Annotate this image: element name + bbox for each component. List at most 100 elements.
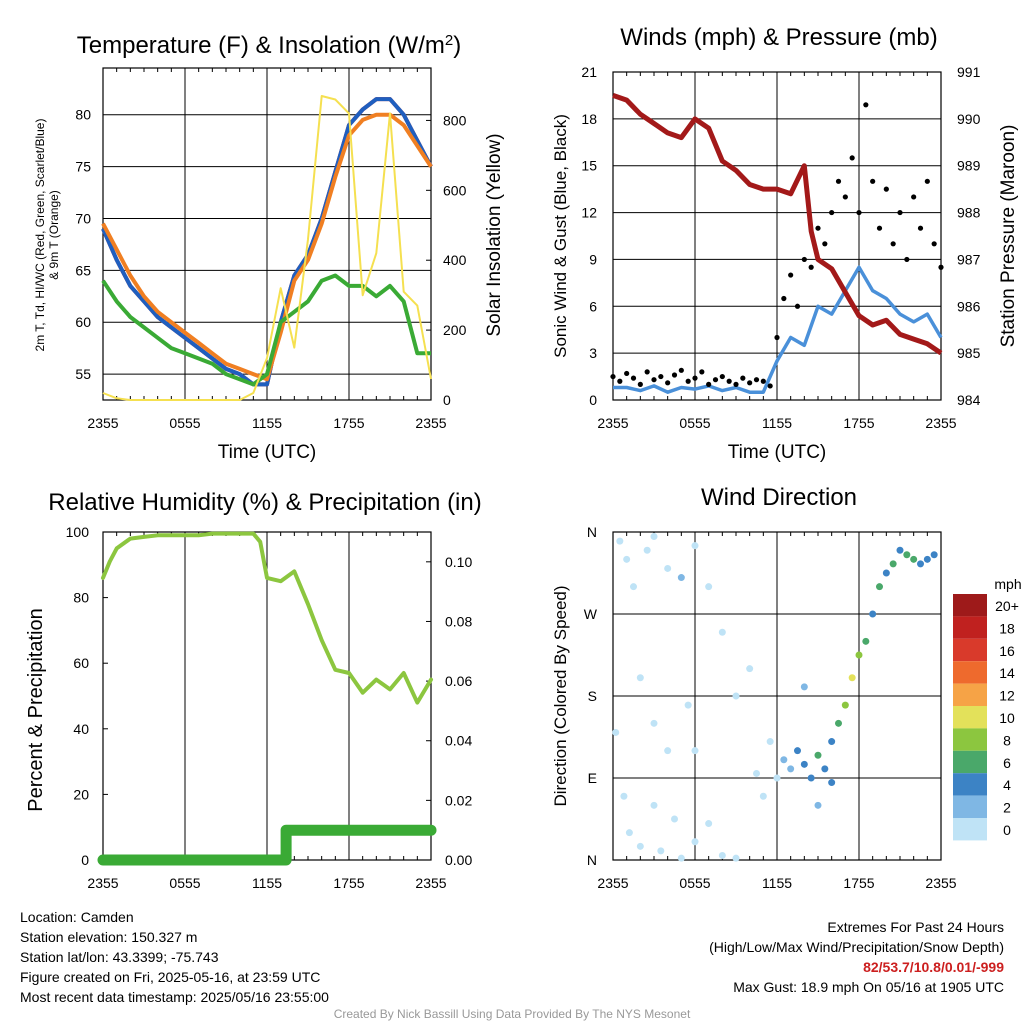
direction-point [889, 560, 897, 568]
direction-point [800, 760, 808, 768]
direction-point [636, 674, 644, 682]
y-tick-label: 40 [73, 721, 89, 737]
gust-point [712, 377, 719, 383]
direction-point [794, 747, 801, 755]
y-tick-label: N [587, 852, 597, 868]
y-tick-label: 75 [75, 159, 91, 175]
series-line [613, 265, 943, 394]
extremes-panel: Extremes For Past 24 Hours (High/Low/Max… [709, 917, 1004, 997]
x-tick-label: 0555 [169, 875, 200, 891]
direction-point [718, 628, 726, 636]
direction-point [650, 719, 658, 727]
x-tick-label: 1755 [843, 415, 874, 431]
direction-point [869, 610, 877, 618]
series-line [101, 97, 433, 387]
x-tick-label: 2355 [925, 415, 956, 431]
y2-tick-label: 600 [443, 182, 467, 198]
y-tick-label: 100 [66, 524, 90, 540]
max-gust-text: Max Gust: 18.9 mph On 05/16 at 1905 UTC [733, 979, 1004, 995]
series-line [102, 95, 432, 401]
gust-point [781, 295, 787, 302]
direction-point [650, 533, 658, 541]
gust-point [815, 225, 821, 231]
gust-point [883, 186, 889, 192]
y-tick-label: S [588, 688, 597, 704]
x-tick-label: 2355 [415, 415, 446, 431]
direction-point [814, 751, 822, 759]
direction-point [917, 560, 924, 568]
direction-point [930, 551, 938, 559]
y-tick-label: 55 [75, 366, 91, 382]
y-tick-label: 20 [73, 786, 89, 802]
y2-axis-label: Solar Insolation (Yellow) [484, 133, 505, 336]
x-tick-label: 2355 [415, 875, 446, 891]
y2-tick-label: 988 [957, 205, 981, 221]
colorbar-label: 12 [999, 688, 1015, 704]
gust-point [801, 256, 807, 263]
direction-point [705, 820, 713, 828]
colorbar-swatch [953, 661, 987, 684]
y2-tick-label: 0.02 [445, 792, 472, 808]
gust-point [678, 367, 684, 373]
direction-point [828, 738, 836, 746]
gust-point [644, 369, 650, 375]
x-tick-label: 1155 [762, 415, 792, 431]
direction-point [903, 551, 911, 559]
direction-point [848, 674, 856, 682]
direction-point [876, 583, 883, 591]
direction-point [910, 555, 918, 563]
y2-tick-label: 400 [443, 252, 467, 268]
gust-point [822, 241, 828, 247]
extremes-values: 82/53.7/10.8/0.01/-999 [863, 959, 1004, 975]
direction-point [664, 747, 672, 755]
gust-point [924, 178, 930, 184]
y2-tick-label: 0.08 [445, 613, 472, 629]
gust-point [719, 373, 725, 380]
gust-point [610, 373, 616, 380]
gust-point [733, 381, 739, 387]
direction-point [753, 769, 760, 777]
direction-point [643, 546, 651, 554]
direction-point [630, 583, 637, 591]
x-tick-label: 1755 [333, 875, 364, 891]
colorbar-swatch [953, 638, 987, 662]
colorbar-swatch [953, 683, 987, 706]
y-tick-label: 9 [589, 251, 597, 267]
x-tick-label: 0555 [679, 875, 710, 891]
gust-point [863, 102, 869, 108]
direction-point [814, 801, 822, 809]
gust-point [931, 241, 937, 247]
gust-point [835, 178, 842, 184]
y-tick-label: 0 [81, 852, 89, 868]
colorbar-label: 18 [999, 620, 1015, 636]
y-tick-label: 60 [73, 655, 89, 671]
gust-point [856, 209, 862, 216]
gust-point [699, 369, 705, 375]
y-tick-label: W [584, 606, 598, 622]
x-tick-label: 2355 [87, 875, 118, 891]
y-tick-label: 80 [75, 107, 91, 123]
x-tick-label: 0555 [169, 415, 200, 431]
gust-point [671, 372, 678, 378]
y-axis-label: Sonic Wind & Gust (Blue, Black) [551, 114, 570, 358]
y2-tick-label: 0.04 [445, 733, 472, 749]
gust-point [651, 377, 657, 383]
gust-point [753, 377, 760, 383]
gust-point [829, 209, 835, 216]
y2-tick-label: 986 [957, 298, 981, 314]
colorbar-swatch [953, 616, 987, 639]
y2-tick-label: 989 [957, 158, 981, 174]
direction-point [807, 774, 815, 782]
direction-point [773, 774, 781, 782]
chart-title: Relative Humidity (%) & Precipitation (i… [48, 489, 481, 516]
gust-point [938, 264, 944, 270]
direction-point [664, 564, 672, 572]
gust-point [897, 209, 903, 216]
created-text: Figure created on Fri, 2025-05-16, at 23… [20, 969, 321, 985]
gust-point [692, 375, 698, 381]
gust-point [870, 178, 876, 184]
gust-point [624, 370, 630, 377]
x-tick-label: 1155 [252, 875, 282, 891]
x-axis-label: Time (UTC) [218, 442, 317, 463]
colorbar: mph 20+ 18 16 14 12 10 8 6 4 2 0 [953, 576, 1022, 841]
